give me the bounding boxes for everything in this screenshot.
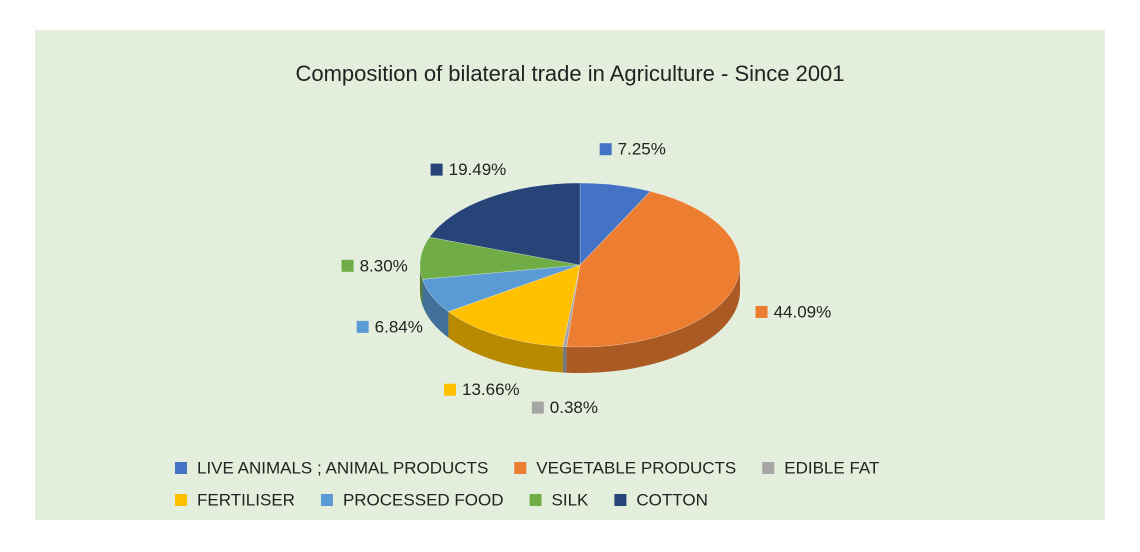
slice xyxy=(562,264,581,348)
slice xyxy=(566,191,741,348)
legend-label: COTTON xyxy=(636,490,707,509)
data-label: 44.09% xyxy=(774,302,832,321)
legend-label: PROCESSED FOOD xyxy=(343,490,504,509)
label-swatch xyxy=(443,383,456,396)
legend: LIVE ANIMALS ; ANIMAL PRODUCTS VEGETABLE … xyxy=(175,458,879,509)
legend-swatch xyxy=(514,462,527,474)
legend-label: EDIBLE FAT xyxy=(784,458,879,477)
slice xyxy=(579,182,651,266)
data-label: 13.66% xyxy=(462,380,520,399)
chart-title: Composition of bilateral trade in Agricu… xyxy=(295,61,844,86)
label-swatch xyxy=(430,163,443,176)
data-label: 6.84% xyxy=(375,317,423,336)
label-swatch xyxy=(341,259,354,272)
label-swatch xyxy=(356,320,369,333)
legend-swatch xyxy=(175,462,187,474)
legend-swatch xyxy=(320,494,333,506)
pie-sides xyxy=(420,265,740,374)
legend-swatch xyxy=(762,462,775,474)
data-label: 19.49% xyxy=(449,160,507,179)
label-swatch xyxy=(755,305,768,318)
data-labels: 7.25% 44.09% 0.38% 13.66% 6.84% 8.30% 19.49% xyxy=(341,140,832,417)
slice xyxy=(428,182,581,266)
legend-swatch xyxy=(175,494,187,506)
legend-label: LIVE ANIMALS ; ANIMAL PRODUCTS xyxy=(197,458,488,477)
label-swatch xyxy=(599,143,612,156)
legend-label: FERTILISER xyxy=(197,490,295,509)
slice xyxy=(447,264,581,347)
slice-side xyxy=(562,346,567,373)
data-label: 7.25% xyxy=(618,140,666,159)
slice-side xyxy=(566,265,740,374)
slice-side xyxy=(422,279,449,338)
pie-tops xyxy=(419,182,741,348)
legend-label: VEGETABLE PRODUCTS xyxy=(536,458,736,477)
label-swatch xyxy=(531,401,544,414)
legend-swatch xyxy=(614,494,627,506)
slice-side xyxy=(448,311,563,373)
slice xyxy=(422,264,581,312)
data-label: 8.30% xyxy=(360,256,408,275)
data-label: 0.38% xyxy=(550,398,598,417)
legend-swatch xyxy=(529,494,542,506)
slice-side xyxy=(420,265,423,306)
slice xyxy=(419,236,581,280)
legend-label: SILK xyxy=(552,490,590,509)
